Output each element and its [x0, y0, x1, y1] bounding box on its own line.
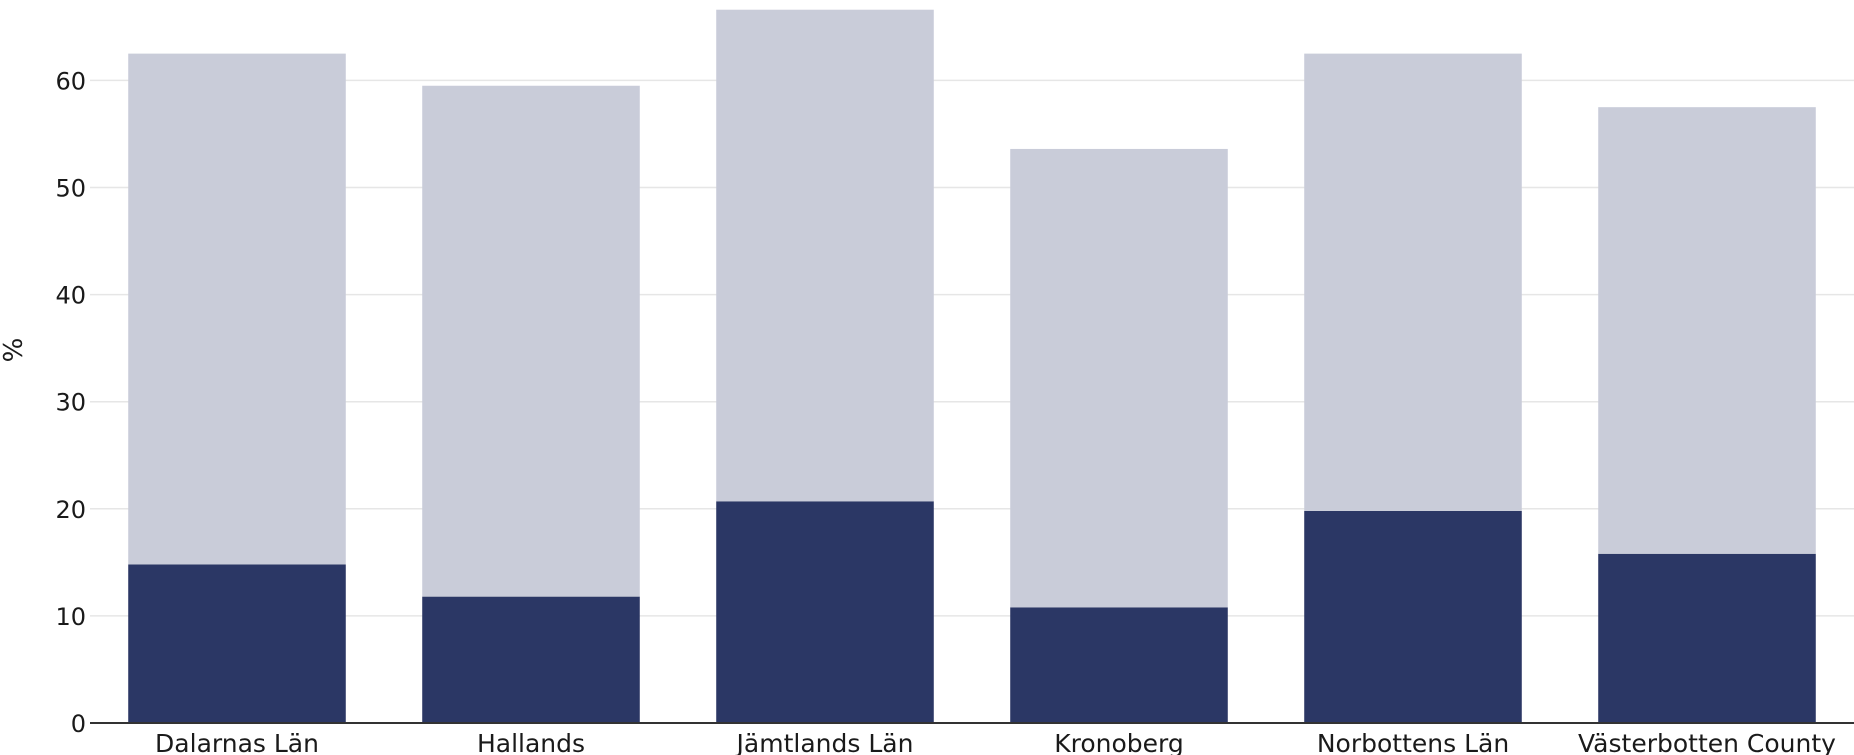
bar-segment-lower: [716, 501, 934, 723]
bar-segment-upper: [128, 53, 346, 565]
x-axis-ticks: Dalarnas Län Hallands Jämtlands Län Kronobe…: [155, 729, 1836, 755]
y-axis-title: %: [0, 338, 29, 363]
gridlines: [90, 79, 1854, 617]
y-tick-label: 0: [71, 710, 86, 738]
bar-segment-upper: [422, 85, 640, 597]
y-tick-label: 40: [55, 282, 86, 310]
x-tick-label: Jämtlands Län: [735, 729, 914, 755]
y-tick-label: 10: [55, 603, 86, 631]
x-tick-label: Kronoberg: [1054, 729, 1184, 755]
x-tick-label: Dalarnas Län: [155, 729, 319, 755]
y-tick-label: 60: [55, 67, 86, 95]
y-tick-label: 50: [55, 175, 86, 203]
y-axis-ticks: 0 10 20 30 40 50 60: [55, 67, 86, 738]
bar-segment-upper: [1304, 53, 1522, 511]
bar-segment-lower: [128, 564, 346, 723]
y-tick-label: 30: [55, 389, 86, 417]
bar-segment-upper: [1010, 148, 1228, 608]
x-tick-label: Hallands: [477, 729, 585, 755]
bar-segment-upper: [716, 9, 934, 502]
bar-segment-lower: [422, 596, 640, 723]
bar-segment-lower: [1598, 553, 1816, 723]
x-tick-label: Västerbotten County: [1578, 729, 1836, 755]
bar-segment-lower: [1304, 510, 1522, 723]
y-tick-label: 20: [55, 496, 86, 524]
bars: [128, 9, 1816, 723]
bar-segment-upper: [1598, 107, 1816, 554]
bar-segment-lower: [1010, 607, 1228, 723]
x-tick-label: Norbottens Län: [1317, 729, 1509, 755]
